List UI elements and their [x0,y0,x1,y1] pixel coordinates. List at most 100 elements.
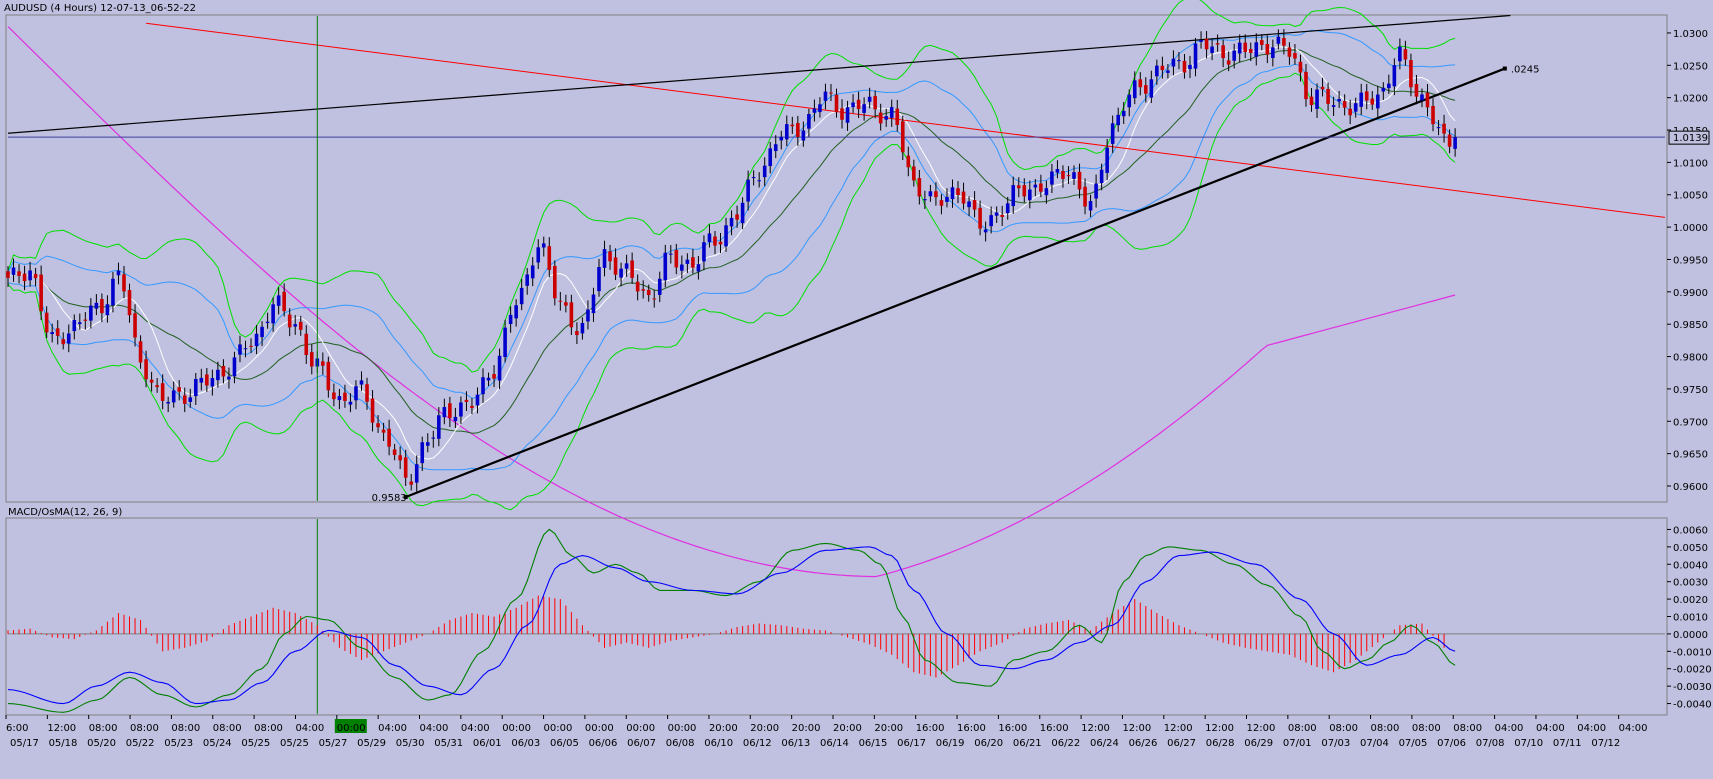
candle-bull [508,314,513,325]
candle-bull [707,233,712,242]
date-tick-label: 06/06 [589,738,618,749]
candle-bull [724,225,728,247]
candle-bull [193,378,198,397]
time-tick-label: 16:00 [916,723,945,734]
candle-bear [1215,43,1220,45]
candle-bear [376,423,380,428]
candle-bear [564,302,568,306]
candle-bull [1155,65,1159,77]
date-tick-label: 06/21 [1013,738,1042,749]
candle-bull [740,202,745,224]
candle-bear [1182,60,1187,73]
candle-bear [1138,79,1143,88]
date-tick-label: 06/10 [704,738,733,749]
macd-tick-label: -0.0030 [1673,682,1712,693]
candle-bear [1364,91,1369,101]
target-marker [1502,66,1507,71]
time-tick-label: 20:00 [750,723,779,734]
candle-bear [6,271,10,278]
date-tick-label: 07/06 [1437,738,1466,749]
candle-bear [613,257,618,275]
candle-bull [1116,114,1120,126]
date-tick-label: 06/08 [666,738,695,749]
candle-bear [365,384,369,402]
candle-bear [160,383,165,401]
window-title: AUDUSD (4 Hours) 12-07-13_06-52-22 [4,3,196,14]
candle-bear [282,291,286,312]
candle-bear [674,249,679,268]
time-tick-label: 08:00 [1371,723,1400,734]
candle-bull [597,267,601,292]
candle-bull [657,278,662,295]
date-tick-label: 06/20 [974,738,1003,749]
candle-bear [409,481,414,485]
candle-bull [1099,169,1104,184]
candle-bull [1171,58,1176,67]
candle-bull [1188,64,1192,70]
candle-bear [856,99,861,110]
candle-bear [575,331,579,336]
date-tick-label: 07/11 [1553,738,1582,749]
candle-bear [608,251,612,262]
candle-bull [1072,172,1076,179]
candle-bear [144,359,148,380]
candle-bear [1348,108,1352,116]
candle-bull [1392,65,1397,87]
black-upper-trendline [7,14,1511,134]
candle-bear [1061,170,1065,179]
candle-bear [900,121,905,153]
candle-bear [691,257,695,268]
candle-bear [387,428,391,447]
candle-bear [83,319,88,321]
candle-bull [238,344,242,355]
bollinger-upper-outer [7,0,1456,373]
candle-bull [1375,94,1380,109]
price-tick-label: 0.9800 [1673,353,1708,364]
time-tick-label: 04:00 [1619,723,1648,734]
candle-bull [983,229,988,233]
candle-bear [287,314,292,328]
time-tick-label: 08:00 [254,723,283,734]
time-tick-label: 08:00 [171,723,200,734]
candle-bear [122,274,126,292]
candle-bear [1243,42,1248,52]
candle-bear [398,455,402,461]
time-tick-label: 08:00 [89,723,118,734]
candle-bull [72,320,77,332]
candle-bear [44,312,49,333]
candle-bull [414,464,419,483]
candle-bull [1199,40,1203,42]
candle-bear [1016,185,1021,189]
candle-bull [1353,103,1358,112]
macd-tick-label: 0.0060 [1673,525,1708,536]
time-tick-label: 08:00 [1453,723,1482,734]
candle-bear [100,299,104,314]
time-tick-label: 08:00 [1288,723,1317,734]
price-tick-label: 0.9600 [1673,482,1708,493]
candle-bear [326,361,331,391]
candle-bull [1271,47,1275,59]
date-tick-label: 06/13 [781,738,810,749]
candle-bull [889,107,894,118]
candle-bear [61,339,66,345]
price-tick-label: 0.9950 [1673,255,1708,266]
candle-bull [276,295,281,306]
candle-bull [442,407,447,418]
time-tick-label: 12:00 [47,723,76,734]
ma-white-line [7,46,1456,460]
candle-bull [696,264,701,272]
candle-bull [1088,201,1093,211]
candle-bull [1166,70,1170,73]
candle-bull [459,402,463,417]
candle-bull [1028,189,1032,201]
candle-bear [1431,105,1435,125]
date-tick-label: 06/19 [936,738,965,749]
candle-bull [1105,147,1109,173]
candle-bull [801,130,806,141]
time-tick-label: 12:00 [1122,723,1151,734]
candle-bear [917,178,922,197]
candle-bear [840,108,844,120]
candle-bull [685,259,690,264]
candle-bear [906,155,911,168]
candle-bull [928,191,933,197]
